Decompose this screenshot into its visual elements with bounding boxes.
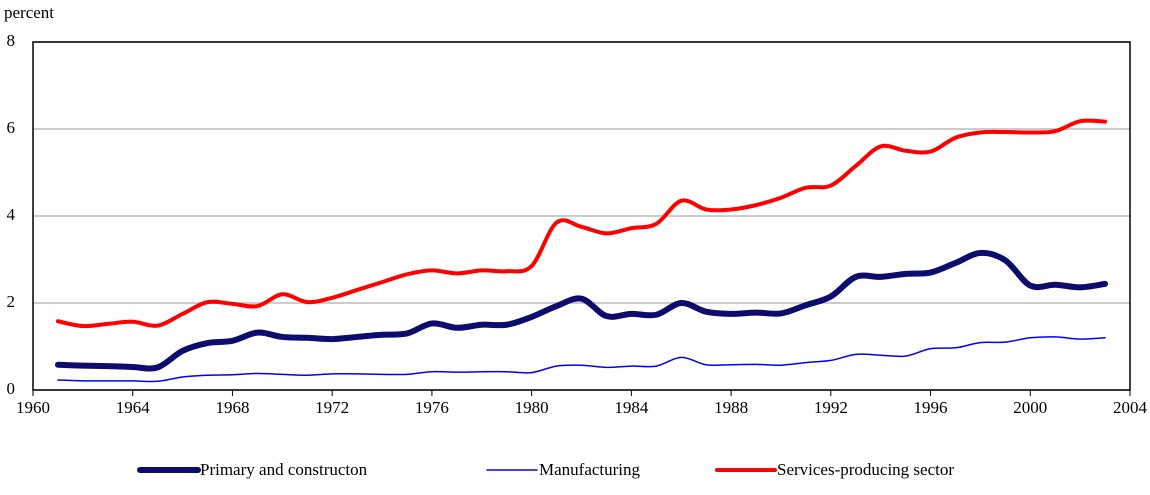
legend-label: Services-producing sector xyxy=(777,460,954,479)
x-tick-label: 1980 xyxy=(515,398,549,417)
x-tick-label: 1964 xyxy=(116,398,151,417)
x-tick-label: 2004 xyxy=(1113,398,1148,417)
series-line xyxy=(57,336,1106,383)
x-tick-label: 1968 xyxy=(215,398,249,417)
x-tick-label: 1996 xyxy=(914,398,948,417)
series-line xyxy=(54,249,1109,372)
x-tick-label: 1988 xyxy=(714,398,748,417)
x-tick-label: 1976 xyxy=(415,398,449,417)
x-tick-label: 1960 xyxy=(16,398,50,417)
y-tick-label: 0 xyxy=(7,379,16,398)
legend-label: Manufacturing xyxy=(539,460,641,479)
y-tick-label: 2 xyxy=(7,292,16,311)
y-axis-label: percent xyxy=(4,3,54,22)
x-tick-label: 1972 xyxy=(315,398,349,417)
plot-frame xyxy=(32,41,1131,391)
x-tick-label: 1992 xyxy=(814,398,848,417)
x-tick-label: 1984 xyxy=(614,398,649,417)
y-tick-label: 6 xyxy=(7,118,16,137)
legend-label: Primary and constructon xyxy=(200,460,368,479)
y-tick-label: 8 xyxy=(7,31,16,50)
series-line xyxy=(55,118,1108,329)
x-tick-label: 2000 xyxy=(1013,398,1047,417)
y-tick-label: 4 xyxy=(7,205,16,224)
